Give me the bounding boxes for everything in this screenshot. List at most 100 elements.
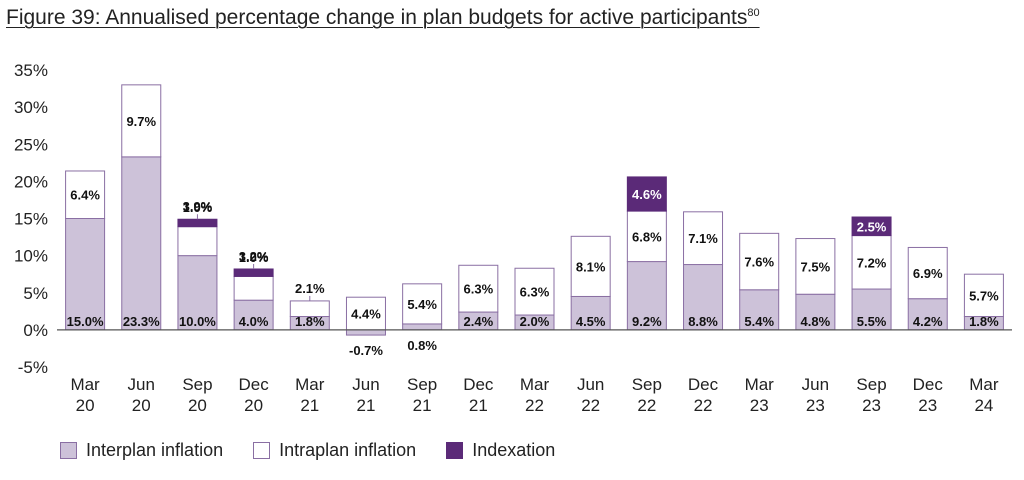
- bar-interplan: [795, 293, 836, 331]
- x-tick-label-year: 21: [357, 396, 376, 415]
- label-indexation: 1.0%: [183, 200, 213, 215]
- x-tick-label-month: Sep: [632, 375, 662, 394]
- label-interplan: 10.0%: [179, 314, 216, 329]
- label-interplan: 9.2%: [632, 314, 662, 329]
- label-intraplan: 9.7%: [126, 114, 156, 129]
- label-interplan: 2.0%: [520, 314, 550, 329]
- bar-interplan: [683, 264, 724, 331]
- legend-item-intraplan: Intraplan inflation: [253, 440, 416, 461]
- legend-label-intraplan: Intraplan inflation: [279, 440, 417, 460]
- label-intraplan: 5.4%: [407, 297, 437, 312]
- x-tick-label-year: 23: [750, 396, 769, 415]
- bar-interplan: [402, 323, 443, 331]
- x-tick-label-year: 23: [862, 396, 881, 415]
- x-tick-label-month: Dec: [463, 375, 494, 394]
- legend-item-indexation: Indexation: [446, 440, 555, 461]
- bar-interplan: [345, 329, 386, 336]
- x-tick-label-month: Sep: [182, 375, 212, 394]
- bar-interplan: [65, 218, 106, 331]
- x-tick-label-year: 20: [244, 396, 263, 415]
- bar-intraplan: [514, 267, 555, 316]
- x-tick-label-year: 21: [300, 396, 319, 415]
- x-axis: Mar 20 Jun 20 Sep 20 Dec 20 Mar 21 Jun 21 Sep 21 Dec 21…: [57, 329, 1012, 415]
- label-intraplan: 7.5%: [801, 259, 831, 274]
- bar-interplan: [121, 156, 162, 331]
- x-tick-label-month: Dec: [688, 375, 719, 394]
- legend: Interplan inflation Intraplan inflation …: [60, 440, 585, 461]
- title-footnote: 80: [747, 7, 760, 19]
- bar-intraplan: [402, 283, 443, 325]
- x-tick-label-month: Dec: [913, 375, 944, 394]
- label-intraplan: 2.1%: [295, 281, 325, 296]
- x-tick-label-year: 23: [806, 396, 825, 415]
- chart-title: Figure 39: Annualised percentage change …: [6, 6, 760, 30]
- label-interplan: -0.7%: [349, 343, 383, 358]
- x-tick-label-month: Dec: [239, 375, 270, 394]
- label-intraplan: 3.2%: [239, 249, 269, 264]
- label-interplan: 4.8%: [801, 314, 831, 329]
- legend-swatch-indexation: [446, 442, 464, 459]
- data-labels: 15.0%6.4%23.3%9.7%10.0%3.9%1.0%4.0%3.2%1…: [67, 114, 1000, 358]
- x-tick-label-month: Jun: [802, 375, 829, 394]
- bars: [65, 84, 1004, 336]
- bar-intraplan: [345, 296, 386, 331]
- y-tick-label: 25%: [14, 135, 48, 154]
- x-tick-label-year: 23: [918, 396, 937, 415]
- bar-intraplan: [739, 232, 780, 291]
- bar-indexation: [177, 218, 218, 228]
- label-indexation: 2.5%: [857, 219, 887, 234]
- label-interplan: 1.8%: [969, 314, 999, 329]
- x-tick-label-month: Jun: [577, 375, 604, 394]
- label-interplan: 5.4%: [744, 314, 774, 329]
- x-tick-label-month: Mar: [745, 375, 775, 394]
- label-intraplan: 7.2%: [857, 255, 887, 270]
- label-interplan: 15.0%: [67, 314, 104, 329]
- label-intraplan: 6.8%: [632, 229, 662, 244]
- label-intraplan: 6.4%: [70, 188, 100, 203]
- x-tick-label-year: 22: [637, 396, 656, 415]
- bar-intraplan: [458, 264, 499, 313]
- bar-indexation: [233, 268, 274, 277]
- label-intraplan: 3.9%: [183, 199, 213, 214]
- legend-swatch-interplan: [60, 442, 77, 459]
- bar-interplan: [907, 298, 948, 331]
- label-interplan: 4.2%: [913, 314, 943, 329]
- label-interplan: 4.5%: [576, 314, 606, 329]
- x-tick-label-month: Sep: [407, 375, 437, 394]
- bar-indexation: [626, 176, 667, 212]
- bar-intraplan: [795, 238, 836, 295]
- label-indexation: 4.6%: [632, 187, 662, 202]
- label-intraplan: 6.3%: [464, 282, 494, 297]
- label-interplan: 23.3%: [123, 314, 160, 329]
- x-tick-label-month: Mar: [295, 375, 325, 394]
- label-intraplan: 6.3%: [520, 285, 550, 300]
- bar-intraplan: [683, 211, 724, 266]
- label-intraplan: 7.6%: [744, 255, 774, 270]
- bar-intraplan: [570, 235, 611, 297]
- x-tick-label-month: Mar: [520, 375, 550, 394]
- x-tick-label-month: Mar: [969, 375, 999, 394]
- chart-title-text: Figure 39: Annualised percentage change …: [6, 6, 748, 29]
- label-intraplan: 7.1%: [688, 231, 718, 246]
- x-tick-label-month: Mar: [70, 375, 100, 394]
- y-tick-label: 15%: [14, 210, 48, 229]
- x-tick-label-year: 20: [76, 396, 95, 415]
- bar-interplan: [739, 289, 780, 331]
- y-tick-label: -5%: [18, 358, 48, 377]
- bar-interplan: [233, 299, 274, 331]
- y-tick-label: 10%: [14, 247, 48, 266]
- label-indexation: 1.0%: [239, 250, 269, 265]
- bar-interplan: [626, 261, 667, 331]
- bar-intraplan: [65, 170, 106, 219]
- legend-label-indexation: Indexation: [472, 440, 556, 460]
- bar-intraplan: [626, 210, 667, 263]
- x-tick-label-month: Jun: [352, 375, 379, 394]
- y-tick-label: 35%: [14, 61, 48, 80]
- label-interplan: 2.4%: [464, 314, 494, 329]
- label-interplan: 5.5%: [857, 314, 887, 329]
- label-interplan: 0.8%: [407, 338, 437, 353]
- x-tick-label-month: Sep: [856, 375, 886, 394]
- bar-indexation: [851, 216, 892, 237]
- legend-item-interplan: Interplan inflation: [60, 440, 223, 461]
- x-tick-label-year: 20: [132, 396, 151, 415]
